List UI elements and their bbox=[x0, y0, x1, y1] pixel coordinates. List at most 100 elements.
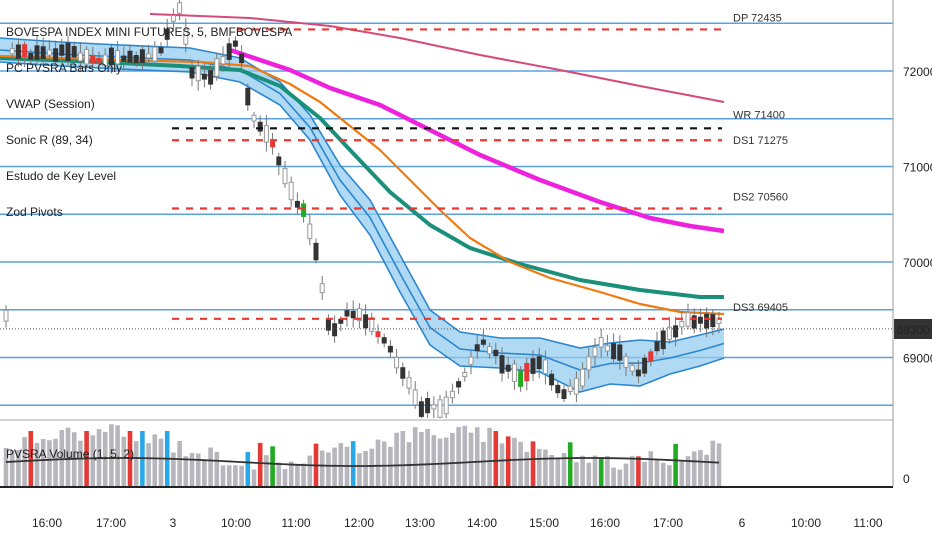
volume-bar bbox=[338, 443, 344, 486]
volume-bar bbox=[555, 457, 561, 486]
volume-bar bbox=[648, 451, 654, 486]
candle-body bbox=[387, 345, 393, 353]
volume-bar bbox=[419, 431, 424, 486]
volume-bar bbox=[90, 435, 96, 486]
candle-body bbox=[542, 359, 548, 375]
volume-bar bbox=[189, 453, 195, 486]
volume-bar bbox=[450, 433, 455, 486]
band-fill bbox=[0, 38, 724, 392]
volume-bar bbox=[214, 451, 220, 486]
time-tick-label: 16:00 bbox=[590, 516, 620, 530]
candle-body bbox=[71, 46, 77, 58]
time-tick-label: 16:00 bbox=[32, 516, 62, 530]
candle-body bbox=[524, 362, 530, 382]
time-tick-label: 13:00 bbox=[405, 516, 435, 530]
volume-bar bbox=[53, 438, 58, 486]
pivot-levels bbox=[172, 28, 722, 320]
candle-body bbox=[301, 203, 307, 217]
candle-body bbox=[449, 390, 455, 399]
candle-body bbox=[487, 346, 493, 355]
volume-bar bbox=[425, 428, 430, 486]
candle-body bbox=[232, 40, 238, 47]
volume-bar bbox=[9, 450, 15, 486]
candle-body bbox=[59, 44, 65, 56]
volume-bar bbox=[512, 437, 517, 486]
price-axis[interactable]: 72000 71000 70000 69000 bbox=[903, 65, 932, 366]
candle-body bbox=[183, 28, 189, 45]
volume-bar bbox=[524, 451, 530, 486]
last-price-label: 69300 bbox=[896, 323, 930, 337]
volume-bar bbox=[530, 441, 536, 486]
horizontal-grid-lines bbox=[0, 22, 893, 407]
volume-ma-line bbox=[5, 457, 720, 467]
volume-bar bbox=[462, 425, 468, 486]
candle-body bbox=[195, 65, 201, 82]
volume-bar bbox=[660, 462, 666, 486]
candle-body bbox=[586, 356, 592, 371]
candle-body bbox=[96, 57, 102, 63]
candle-body bbox=[270, 141, 276, 148]
time-axis[interactable]: 16:00 17:00 3 10:00 11:00 12:00 13:00 14:00 15:0… bbox=[32, 516, 883, 530]
band-upper bbox=[0, 37, 725, 349]
candle-body bbox=[9, 48, 15, 55]
candle-body bbox=[604, 345, 610, 352]
indicator-pvsra-bars[interactable]: PC PVSRA Bars Only bbox=[6, 61, 122, 75]
volume-bar bbox=[381, 441, 387, 486]
candle-body bbox=[34, 45, 40, 60]
candle-body bbox=[239, 53, 245, 64]
candle-body bbox=[214, 58, 220, 77]
candle-body bbox=[245, 87, 251, 106]
volume-bar bbox=[220, 465, 226, 486]
candle-body bbox=[170, 15, 176, 22]
volume-bar bbox=[375, 439, 381, 486]
pivot-level-label: DP 72435 bbox=[733, 12, 782, 24]
candle-body bbox=[580, 368, 586, 387]
volume-bar bbox=[456, 427, 461, 486]
indicator-zod-pivots[interactable]: Zod Pivots bbox=[6, 205, 63, 219]
volume-bar bbox=[115, 425, 120, 486]
candle-body bbox=[561, 389, 567, 400]
volume-bar bbox=[121, 436, 127, 486]
volume-bar bbox=[109, 424, 114, 486]
volume-bar bbox=[301, 463, 306, 486]
volume-bar bbox=[493, 431, 499, 486]
volume-bar bbox=[369, 448, 375, 486]
candle-body bbox=[22, 44, 28, 58]
volume-bar bbox=[239, 465, 244, 486]
candle-body bbox=[697, 316, 703, 324]
candle-body bbox=[28, 52, 34, 60]
volume-indicator-title[interactable]: PVSRA Volume (1, 5, 2) bbox=[6, 447, 134, 461]
candle-body bbox=[592, 346, 598, 357]
candle-body bbox=[139, 49, 145, 64]
time-tick-label: 17:00 bbox=[653, 516, 683, 530]
candle-body bbox=[511, 363, 517, 383]
candle-body bbox=[133, 55, 139, 64]
volume-bar bbox=[233, 465, 238, 486]
volume-bar bbox=[28, 431, 34, 486]
indicator-key-level[interactable]: Estudo de Key Level bbox=[6, 169, 116, 183]
candle-body bbox=[332, 323, 338, 337]
candle-body bbox=[673, 325, 679, 338]
candle-body bbox=[394, 356, 400, 369]
volume-bar bbox=[629, 456, 635, 486]
indicator-vwap[interactable]: VWAP (Session) bbox=[6, 97, 95, 111]
candle-body bbox=[642, 357, 648, 374]
volume-bar bbox=[3, 447, 9, 486]
candle-body bbox=[220, 56, 226, 65]
candle-body bbox=[635, 369, 641, 377]
volume-bar bbox=[270, 446, 275, 486]
volume-bar bbox=[716, 443, 722, 486]
indicator-sonic-r[interactable]: Sonic R (89, 34) bbox=[6, 133, 93, 147]
volume-bar bbox=[208, 447, 213, 486]
candle-body bbox=[3, 309, 9, 322]
candle-body bbox=[536, 356, 542, 370]
volume-bar bbox=[59, 430, 65, 486]
candle-body bbox=[127, 50, 133, 63]
candle-body bbox=[617, 344, 623, 361]
last-price-tag bbox=[894, 319, 932, 339]
ema-fast-line bbox=[0, 54, 725, 316]
symbol-title[interactable]: BOVESPA INDEX MINI FUTURES, 5, BMFBOVESP… bbox=[6, 25, 292, 39]
candle-body bbox=[518, 370, 524, 387]
volume-bar bbox=[636, 456, 641, 486]
